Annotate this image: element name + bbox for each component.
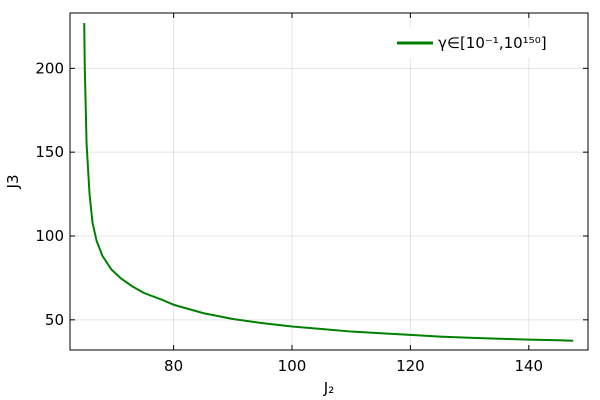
x-axis-label: J₂ — [323, 379, 334, 397]
x-tick-label: 100 — [278, 357, 307, 375]
y-tick-label: 100 — [35, 227, 64, 245]
x-tick-label: 140 — [514, 357, 543, 375]
legend: γ∈[10⁻¹,10¹⁵⁰] — [390, 28, 578, 58]
series-group — [83, 23, 574, 342]
y-tick-label: 50 — [45, 311, 64, 329]
axis-ticks: 80 100 120 140 50 100 150 200 — [35, 13, 588, 375]
x-tick-label: 80 — [164, 357, 183, 375]
series-line — [83, 23, 574, 342]
plot-frame — [69, 12, 589, 351]
x-tick-label: 120 — [396, 357, 425, 375]
y-axis-label: J3 — [4, 175, 22, 190]
legend-label: γ∈[10⁻¹,10¹⁵⁰] — [438, 34, 547, 52]
grid — [70, 13, 588, 350]
y-tick-label: 150 — [35, 143, 64, 161]
y-tick-label: 200 — [35, 59, 64, 77]
